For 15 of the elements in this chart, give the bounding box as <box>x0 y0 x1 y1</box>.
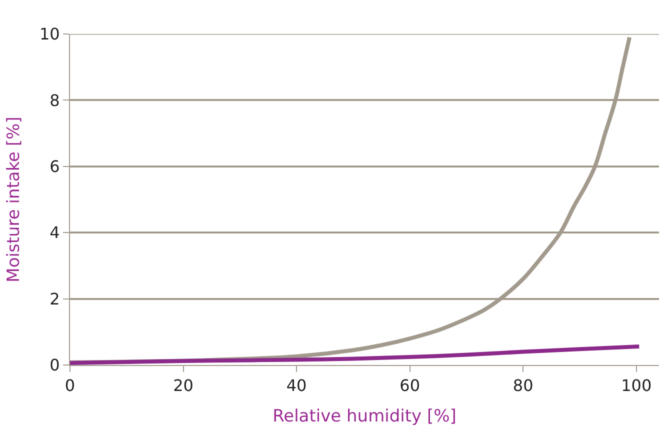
x-tick-label: 0 <box>64 376 76 396</box>
y-axis-title: Moisture intake [%] <box>4 116 24 282</box>
y-tick-label: 4 <box>50 223 60 242</box>
x-tick-label: 20 <box>173 376 194 396</box>
y-tick-label: 2 <box>50 289 60 308</box>
y-tick-label: 8 <box>50 90 60 110</box>
x-axis-title: Relative humidity [%] <box>272 406 456 427</box>
x-tick-label: 40 <box>286 376 307 396</box>
x-tick-label: 80 <box>512 376 534 396</box>
x-tick-label: 60 <box>400 376 420 396</box>
x-tick-label: 100 <box>621 376 652 396</box>
line-series <box>70 344 642 365</box>
y-tick-label: 0 <box>50 356 60 375</box>
y-tick-label: 10 <box>39 24 60 44</box>
y-tick-label: 6 <box>50 157 60 176</box>
